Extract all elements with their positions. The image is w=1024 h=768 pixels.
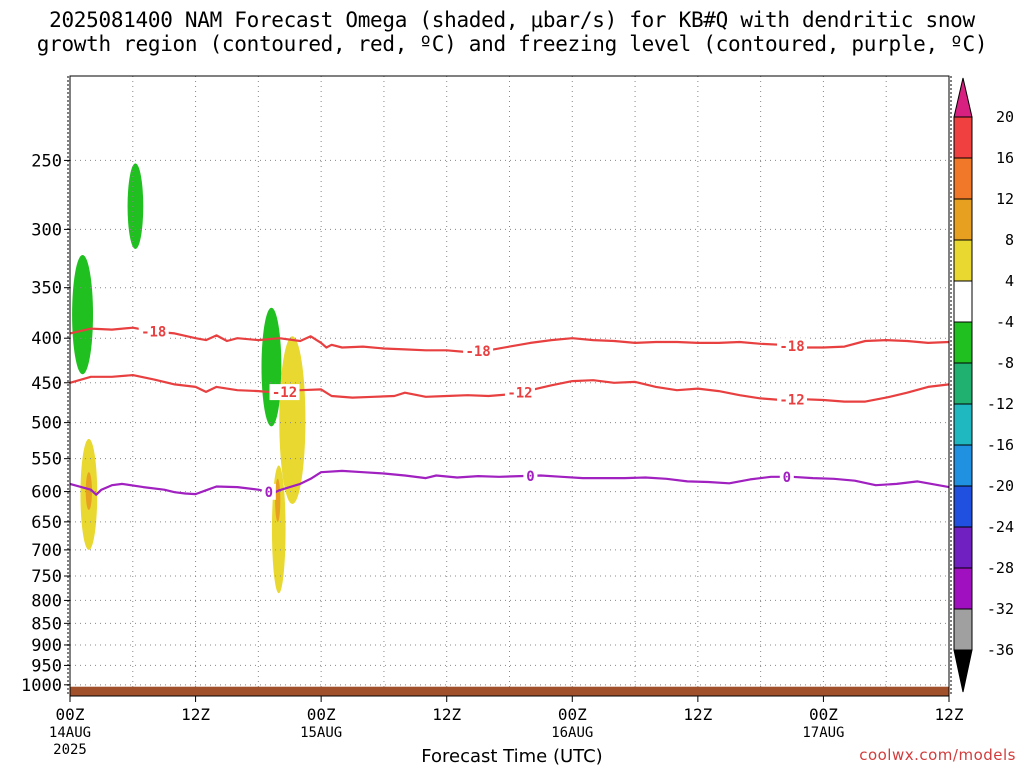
x-tick-date-0: 14AUG [49,725,91,741]
contour-label-bg-2-1 [269,384,300,401]
x-tick-label-6: 00Z [809,705,838,724]
plot-frame [67,75,952,697]
colorbar-segment-7 [953,362,973,405]
y-tick-label-1000: 1000 [21,676,62,696]
colorbar-label-6: -4 [996,313,1014,331]
y-tick-label-700: 700 [31,541,62,561]
y-tick-label-400: 400 [31,329,62,349]
contour-label-2-2: -12 [507,385,532,401]
colorbar-label-12: -28 [987,559,1014,577]
x-tick-date-4: 16AUG [551,725,593,741]
x-tick-label-0: 00Z [56,705,85,724]
x-tick-date-6: 17AUG [802,725,844,741]
colorbar-label-8: -12 [987,395,1014,413]
contour-label-3-3: 0 [783,470,791,486]
colorbar: 20 16 12 8 4 -4 -8 -12 -16 -20 -24 -28 -32 -36 [953,77,1014,693]
y-tick-label-750: 750 [31,567,62,587]
contour-line-3 [69,469,950,496]
x-tick-label-7: 12Z [935,705,964,724]
x-tick-label-4: 00Z [558,705,587,724]
shaded-region-5 [85,472,92,511]
y-tick-label-900: 900 [31,636,62,656]
contours: -18 -18 -18 -12 -12 -12 0 0 0 [69,323,950,501]
colorbar-label-2: 16 [996,149,1014,167]
colorbar-label-3: 12 [996,190,1014,208]
y-tick-label-350: 350 [31,279,62,299]
colorbar-segment-5 [953,280,973,323]
x-tick-label-1: 12Z [181,705,210,724]
y-tick-label-300: 300 [31,220,62,240]
colorbar-label-10: -20 [987,477,1014,495]
chart-title-line-2: growth region (contoured, red, ºC) and f… [36,32,988,56]
x-tick-label-3: 12Z [432,705,461,724]
colorbar-label-11: -24 [987,518,1014,536]
contour-label-bg-1-1 [138,323,169,340]
x-tick-date-2: 15AUG [300,725,342,741]
y-tick-label-450: 450 [31,374,62,394]
colorbar-label-9: -16 [987,436,1014,454]
contour-label-2-3: -12 [779,393,804,409]
x-tick-year-0: 2025 [53,742,87,758]
colorbar-label-14: -36 [987,641,1014,659]
contour-label-bg-2-3 [777,391,808,408]
terrain-fill [70,686,949,696]
shaded-region-1 [127,163,144,250]
colorbar-segment-12 [953,567,973,610]
credit-link[interactable]: coolwx.com/models [859,746,1016,764]
colorbar-label-1: 20 [996,108,1014,126]
colorbar-label-7: -8 [996,354,1014,372]
colorbar-segment-3 [953,198,973,241]
contour-label-bg-2-2 [504,384,535,401]
colorbar-segment-2 [953,157,973,200]
x-tick-label-5: 12Z [683,705,712,724]
contour-label-bg-3-2 [523,467,538,484]
y-tick-label-800: 800 [31,591,62,611]
y-tick-label-950: 950 [31,656,62,676]
contour-label-bg-1-3 [777,338,808,355]
y-tick-label-250: 250 [31,151,62,171]
plot-border [69,75,950,697]
y-tick-label-650: 650 [31,513,62,533]
colorbar-bottom-arrow [953,649,973,693]
colorbar-segment-4 [953,239,973,282]
colorbar-segment-10 [953,485,973,528]
contour-label-3-1: 0 [265,485,273,501]
chart-title: 2025081400 NAM Forecast Omega (shaded, μ… [0,8,1024,56]
colorbar-segment-13 [953,608,973,651]
colorbar-segment-6 [953,321,973,364]
y-axis: 2503003504004505005506006507007508008509… [21,151,70,696]
contour-label-3-2: 0 [526,469,534,485]
contour-label-1-2: -18 [465,344,490,360]
contour-label-bg-3-1 [261,483,276,500]
colorbar-label-13: -32 [987,600,1014,618]
shaded-region-2 [72,254,94,375]
contour-label-bg-1-2 [463,343,494,360]
contour-label-1-1: -18 [141,325,166,341]
y-tick-label-550: 550 [31,450,62,470]
contour-label-2-1: -12 [272,385,297,401]
y-tick-label-850: 850 [31,614,62,634]
colorbar-segment-11 [953,526,973,569]
y-tick-label-600: 600 [31,483,62,503]
contour-label-1-3: -18 [779,339,804,355]
colorbar-label-5: 4 [1005,272,1014,290]
shaded-region-3 [261,307,282,427]
x-axis-label: Forecast Time (UTC) [421,746,603,767]
shaded-region-7 [279,336,306,504]
shaded-region-8 [275,478,281,522]
chart-title-line-1: 2025081400 NAM Forecast Omega (shaded, μ… [49,8,975,32]
shaded-regions [72,163,306,594]
colorbar-top-arrow [953,77,973,118]
terrain [70,686,949,696]
colorbar-segment-9 [953,444,973,487]
x-tick-label-2: 00Z [307,705,336,724]
colorbar-segment-1 [953,116,973,159]
y-tick-label-500: 500 [31,414,62,434]
colorbar-label-4: 8 [1005,231,1014,249]
colorbar-segment-8 [953,403,973,446]
contour-label-bg-3-3 [779,468,794,485]
